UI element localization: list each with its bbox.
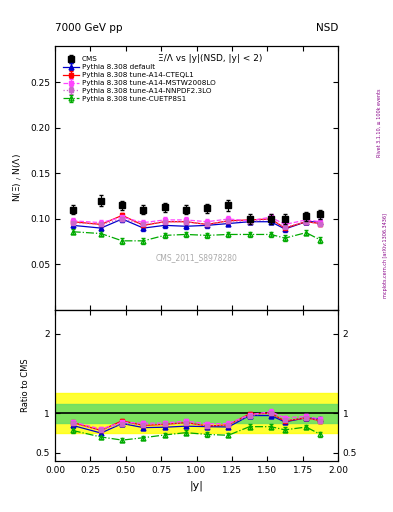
Text: Ξ/Λ vs |y|(NSD, |y| < 2): Ξ/Λ vs |y|(NSD, |y| < 2) [158, 54, 263, 63]
Text: CMS_2011_S8978280: CMS_2011_S8978280 [156, 253, 237, 262]
Legend: CMS, Pythia 8.308 default, Pythia 8.308 tune-A14-CTEQL1, Pythia 8.308 tune-A14-M: CMS, Pythia 8.308 default, Pythia 8.308 … [61, 55, 217, 103]
Bar [55, 403, 338, 423]
Y-axis label: N($\Xi$) $_{/}$ N($\Lambda$): N($\Xi$) $_{/}$ N($\Lambda$) [12, 154, 24, 202]
Text: mcplots.cern.ch [arXiv:1306.3436]: mcplots.cern.ch [arXiv:1306.3436] [383, 214, 387, 298]
Text: NSD: NSD [316, 23, 338, 33]
X-axis label: |y|: |y| [189, 480, 204, 490]
Bar [55, 393, 338, 433]
Text: Rivet 3.1.10, ≥ 100k events: Rivet 3.1.10, ≥ 100k events [377, 89, 382, 157]
Text: 7000 GeV pp: 7000 GeV pp [55, 23, 123, 33]
Y-axis label: Ratio to CMS: Ratio to CMS [21, 358, 30, 412]
